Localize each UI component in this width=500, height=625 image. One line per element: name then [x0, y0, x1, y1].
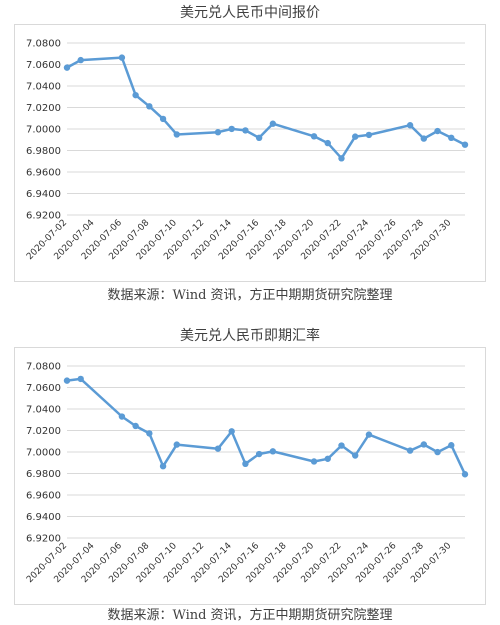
data-point: [420, 441, 428, 448]
data-point: [118, 54, 126, 61]
source-note-midrate: 数据来源：Wind 资讯，方正中期期货研究院整理: [107, 288, 393, 303]
y-tick-label: 6.9600: [26, 491, 61, 502]
y-tick-label: 7.0000: [26, 448, 61, 459]
data-point: [434, 448, 441, 456]
data-point: [338, 442, 345, 449]
y-tick-label: 7.0600: [26, 383, 61, 394]
data-point: [434, 127, 441, 135]
data-point: [173, 131, 180, 138]
y-tick-label: 6.9400: [26, 189, 61, 200]
data-point: [146, 430, 153, 437]
chart-title-spotrate: 美元兑人民币即期汇率: [180, 328, 320, 344]
data-point: [214, 129, 222, 136]
y-tick-label: 6.9800: [26, 146, 61, 157]
data-point: [214, 445, 222, 452]
y-tick-label: 7.0800: [26, 362, 61, 373]
chart-frame-midrate: 7.0800 7.0600 7.0400 7.0200 7.0000 6.9800 6.96…: [14, 24, 486, 282]
y-tick-label: 6.9200: [26, 211, 61, 222]
data-point: [255, 134, 263, 142]
data-point: [338, 155, 345, 162]
data-point: [448, 442, 455, 449]
data-point: [406, 122, 414, 129]
data-point: [77, 375, 84, 383]
data-point: [352, 452, 359, 459]
data-point: [255, 450, 263, 458]
y-tick-label: 7.0000: [26, 125, 61, 136]
data-point: [173, 441, 180, 448]
series-line: [66, 56, 466, 160]
data-point: [461, 141, 469, 148]
chart-midrate: 7.0800 7.0600 7.0400 7.0200 7.0000 6.9800 6.96…: [25, 39, 469, 262]
data-point: [63, 377, 71, 384]
data-point: [310, 458, 318, 465]
y-tick-label: 7.0600: [26, 60, 61, 71]
data-point: [324, 139, 331, 147]
y-tick-label: 6.9400: [26, 512, 61, 523]
source-note-spotrate: 数据来源：Wind 资讯，方正中期期货研究院整理: [107, 608, 393, 623]
data-point: [159, 462, 167, 470]
data-point: [324, 455, 331, 462]
data-point: [228, 428, 235, 435]
y-tick-label: 6.9600: [26, 168, 61, 179]
y-tick-label: 7.0400: [26, 82, 61, 93]
data-point: [365, 131, 373, 139]
data-point: [269, 448, 277, 455]
data-point: [228, 125, 235, 133]
chart-frame-spotrate: 7.0800 7.0600 7.0400 7.0200 7.0000 6.9800 6.96…: [14, 347, 486, 605]
data-point: [448, 134, 455, 142]
data-point: [461, 471, 469, 478]
data-point: [146, 103, 153, 110]
data-point: [132, 422, 139, 430]
data-point: [242, 127, 249, 134]
data-point: [365, 431, 373, 438]
y-tick-label: 7.0800: [26, 39, 61, 50]
data-point: [77, 56, 84, 64]
data-point: [132, 91, 139, 99]
data-point: [352, 133, 359, 140]
data-point: [118, 413, 126, 420]
y-tick-label: 6.9800: [26, 469, 61, 480]
data-point: [269, 120, 277, 127]
chart-spotrate: 7.0800 7.0600 7.0400 7.0200 7.0000 6.9800 6.96…: [25, 362, 469, 585]
y-tick-label: 7.0200: [26, 426, 61, 437]
chart-title-midrate: 美元兑人民币中间报价: [180, 5, 320, 21]
y-tick-label: 6.9200: [26, 534, 61, 545]
data-point: [242, 460, 249, 468]
data-point: [420, 135, 428, 142]
series-line: [66, 377, 467, 475]
y-tick-label: 7.0200: [26, 103, 61, 114]
y-tick-label: 7.0400: [26, 405, 61, 416]
data-point: [159, 115, 167, 123]
data-point: [63, 64, 71, 71]
data-point: [310, 133, 318, 140]
data-point: [406, 447, 414, 454]
